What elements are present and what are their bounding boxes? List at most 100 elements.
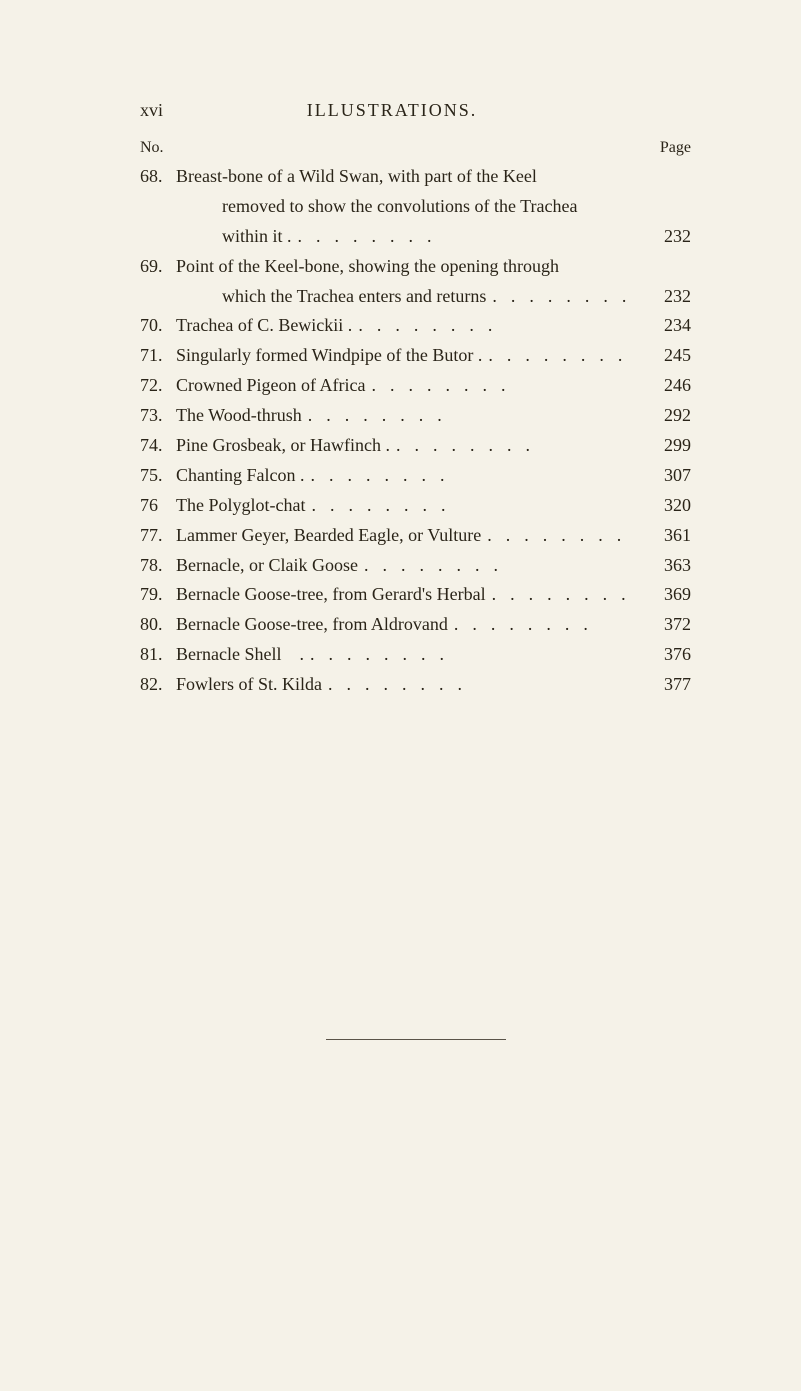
- entry-number: 72.: [140, 372, 176, 400]
- entry-text-wrap: Bernacle, or Claik Goose........363: [176, 552, 691, 580]
- entry-line: Bernacle Shell .........376: [176, 641, 691, 669]
- entry-line: Singularly formed Windpipe of the Butor …: [176, 342, 691, 370]
- leader-dots: ........: [328, 671, 641, 699]
- leader-dots: ........: [311, 462, 642, 490]
- entry-text-wrap: Breast-bone of a Wild Swan, with part of…: [176, 163, 691, 191]
- list-item: 69.Point of the Keel-bone, showing the o…: [140, 253, 691, 281]
- entry-content: which the Trachea enters and returns: [176, 283, 486, 311]
- rule-container: [140, 1039, 691, 1040]
- entry-number: 79.: [140, 581, 176, 609]
- entry-line: within it .........232: [176, 223, 691, 251]
- entries-list: 68.Breast-bone of a Wild Swan, with part…: [140, 163, 691, 699]
- entry-content: Breast-bone of a Wild Swan, with part of…: [176, 163, 537, 191]
- leader-dots: ........: [488, 342, 641, 370]
- entry-text-wrap: Fowlers of St. Kilda........377: [176, 671, 691, 699]
- page-header: xvi ILLUSTRATIONS.: [140, 100, 691, 121]
- entry-number: 73.: [140, 402, 176, 430]
- leader-dots: ........: [311, 492, 641, 520]
- entry-page: 369: [647, 581, 691, 609]
- entry-line: which the Trachea enters and returns....…: [176, 283, 691, 311]
- list-item: 78.Bernacle, or Claik Goose........363: [140, 552, 691, 580]
- entry-line: Pine Grosbeak, or Hawfinch .........299: [176, 432, 691, 460]
- entry-line: The Polyglot-chat........320: [176, 492, 691, 520]
- entry-page: 376: [647, 641, 691, 669]
- list-item: 82.Fowlers of St. Kilda........377: [140, 671, 691, 699]
- entry-content: Bernacle Shell .: [176, 641, 304, 669]
- list-item: 70.Trachea of C. Bewickii .........234: [140, 312, 691, 340]
- entry-page: 299: [647, 432, 691, 460]
- entry-line: Lammer Geyer, Bearded Eagle, or Vulture.…: [176, 522, 691, 550]
- entry-text-wrap: Singularly formed Windpipe of the Butor …: [176, 342, 691, 370]
- entry-content: The Wood-thrush: [176, 402, 302, 430]
- entry-content: Bernacle Goose-tree, from Aldrovand: [176, 611, 448, 639]
- entry-line: Chanting Falcon .........307: [176, 462, 691, 490]
- entry-content: Point of the Keel-bone, showing the open…: [176, 253, 559, 281]
- entry-text-wrap: Trachea of C. Bewickii .........234: [176, 312, 691, 340]
- entry-number: 68.: [140, 163, 176, 191]
- horizontal-rule: [326, 1039, 506, 1040]
- entry-number: 81.: [140, 641, 176, 669]
- entry-text-wrap: The Polyglot-chat........320: [176, 492, 691, 520]
- entry-content: Singularly formed Windpipe of the Butor …: [176, 342, 482, 370]
- entry-content: Bernacle, or Claik Goose: [176, 552, 358, 580]
- entry-text-wrap: Bernacle Goose-tree, from Aldrovand.....…: [176, 611, 691, 639]
- entry-content: Chanting Falcon .: [176, 462, 305, 490]
- entry-page: 363: [647, 552, 691, 580]
- leader-dots: ........: [454, 611, 641, 639]
- column-headers: No. Page: [140, 139, 691, 157]
- entry-number: 76: [140, 492, 176, 520]
- leader-dots: ........: [492, 581, 641, 609]
- entry-number: 78.: [140, 552, 176, 580]
- column-label-page: Page: [660, 139, 691, 157]
- list-item: 80.Bernacle Goose-tree, from Aldrovand..…: [140, 611, 691, 639]
- entry-number: [140, 283, 176, 311]
- leader-dots: ........: [298, 223, 641, 251]
- entry-line: Bernacle Goose-tree, from Gerard's Herba…: [176, 581, 691, 609]
- entry-line: Crowned Pigeon of Africa........246: [176, 372, 691, 400]
- entry-page: 320: [647, 492, 691, 520]
- entry-line: removed to show the convolutions of the …: [176, 193, 691, 221]
- entry-text-wrap: Chanting Falcon .........307: [176, 462, 691, 490]
- leader-dots: ........: [364, 552, 641, 580]
- entry-text-wrap: Crowned Pigeon of Africa........246: [176, 372, 691, 400]
- entry-line: Bernacle Goose-tree, from Aldrovand.....…: [176, 611, 691, 639]
- entry-page: 246: [647, 372, 691, 400]
- list-item: 72.Crowned Pigeon of Africa........246: [140, 372, 691, 400]
- leader-dots: ........: [310, 641, 641, 669]
- entry-page: 307: [647, 462, 691, 490]
- entry-content: within it .: [176, 223, 292, 251]
- entry-page: 361: [647, 522, 691, 550]
- entry-number: 71.: [140, 342, 176, 370]
- entry-text-wrap: removed to show the convolutions of the …: [176, 193, 691, 221]
- entry-page: 377: [647, 671, 691, 699]
- entry-page: 232: [647, 283, 691, 311]
- entry-text-wrap: Pine Grosbeak, or Hawfinch .........299: [176, 432, 691, 460]
- leader-dots: ........: [308, 402, 641, 430]
- entry-text-wrap: Lammer Geyer, Bearded Eagle, or Vulture.…: [176, 522, 691, 550]
- list-item: which the Trachea enters and returns....…: [140, 283, 691, 311]
- entry-number: 77.: [140, 522, 176, 550]
- entry-line: Breast-bone of a Wild Swan, with part of…: [176, 163, 691, 191]
- list-item: 79.Bernacle Goose-tree, from Gerard's He…: [140, 581, 691, 609]
- entry-content: Lammer Geyer, Bearded Eagle, or Vulture: [176, 522, 481, 550]
- list-item: 71.Singularly formed Windpipe of the But…: [140, 342, 691, 370]
- entry-text-wrap: Bernacle Shell .........376: [176, 641, 691, 669]
- entry-line: Point of the Keel-bone, showing the open…: [176, 253, 691, 281]
- entry-page: 234: [647, 312, 691, 340]
- list-item: 77.Lammer Geyer, Bearded Eagle, or Vultu…: [140, 522, 691, 550]
- entry-content: Crowned Pigeon of Africa: [176, 372, 365, 400]
- header-spacer: [661, 100, 691, 121]
- entry-text-wrap: within it .........232: [176, 223, 691, 251]
- column-label-no: No.: [140, 139, 164, 157]
- entry-page: 232: [647, 223, 691, 251]
- list-item: 75.Chanting Falcon .........307: [140, 462, 691, 490]
- entry-line: Fowlers of St. Kilda........377: [176, 671, 691, 699]
- entry-number: [140, 193, 176, 221]
- entry-page: 245: [647, 342, 691, 370]
- entry-number: 82.: [140, 671, 176, 699]
- entry-number: [140, 223, 176, 251]
- leader-dots: ........: [492, 283, 641, 311]
- entry-content: removed to show the convolutions of the …: [176, 193, 577, 221]
- entry-content: Bernacle Goose-tree, from Gerard's Herba…: [176, 581, 486, 609]
- list-item: 68.Breast-bone of a Wild Swan, with part…: [140, 163, 691, 191]
